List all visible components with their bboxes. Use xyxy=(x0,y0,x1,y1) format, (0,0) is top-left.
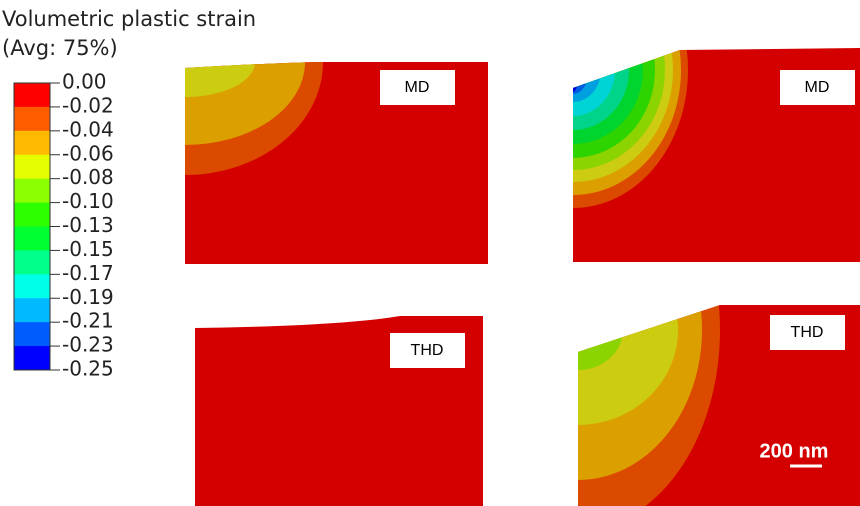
color-box xyxy=(14,83,50,107)
legend-label: -0.13 xyxy=(62,213,114,237)
scale-bar-label: 200 nm xyxy=(760,440,829,462)
legend-label: -0.04 xyxy=(62,117,114,141)
color-box xyxy=(14,155,50,179)
color-box xyxy=(14,179,50,203)
legend-label: 0.00 xyxy=(62,70,107,94)
legend-label: -0.06 xyxy=(62,141,114,165)
color-box xyxy=(14,227,50,251)
contour-panel xyxy=(458,0,860,262)
legend-label: -0.15 xyxy=(62,237,114,261)
panel-label: MD xyxy=(405,79,430,96)
panel-label: MD xyxy=(805,79,830,96)
color-box xyxy=(14,203,50,227)
legend-title: Volumetric plastic strain xyxy=(2,7,256,31)
legend-label: -0.23 xyxy=(62,333,114,357)
legend: 0.00-0.02-0.04-0.06-0.08-0.10-0.13-0.15-… xyxy=(14,70,114,381)
panel-label: THD xyxy=(411,342,444,359)
color-box xyxy=(14,322,50,346)
legend-label: -0.08 xyxy=(62,165,114,189)
color-box xyxy=(14,274,50,298)
legend-subtitle: (Avg: 75%) xyxy=(2,36,118,60)
color-box xyxy=(14,298,50,322)
color-box xyxy=(14,131,50,155)
legend-label: -0.19 xyxy=(62,285,114,309)
legend-label: -0.10 xyxy=(62,189,114,213)
legend-label: -0.17 xyxy=(62,261,114,285)
legend-label: -0.21 xyxy=(62,309,114,333)
color-box xyxy=(14,250,50,274)
legend-label: -0.25 xyxy=(62,357,114,381)
panel-label: THD xyxy=(791,324,824,341)
legend-label: -0.02 xyxy=(62,93,114,117)
color-box xyxy=(14,346,50,370)
color-box xyxy=(14,107,50,131)
